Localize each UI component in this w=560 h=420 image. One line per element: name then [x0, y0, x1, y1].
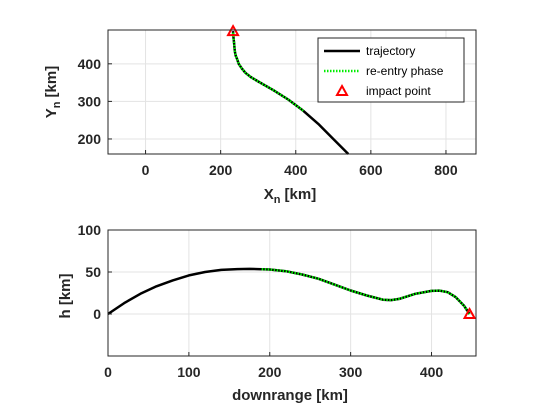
top-y-label-unit: [km]: [43, 66, 60, 98]
legend-impact-label: impact point: [366, 84, 431, 98]
top-axes-box: [107, 29, 477, 155]
legend: trajectory re-entry phase impact point: [317, 37, 465, 103]
top-x-label-sub: n: [274, 194, 281, 206]
top-x-tick-label: 400: [284, 162, 308, 178]
top-x-label-unit: [km]: [285, 186, 317, 203]
bottom-axes-box: [107, 229, 477, 357]
top-plot: 0 200 400 600 800 200 300 400 trajectory re-ent…: [43, 24, 477, 206]
top-y-tick-label: 400: [78, 56, 102, 72]
top-x-tick-label: 0: [142, 162, 150, 178]
bot-re-entry-phase-line: [261, 267, 471, 315]
legend-impact-marker: [335, 83, 349, 96]
top-y-label-main: Y: [43, 108, 60, 118]
top-y-label-sub: n: [51, 101, 63, 108]
bot-x-tick-label: 200: [258, 364, 282, 380]
top-x-tick-label: 800: [434, 162, 458, 178]
top-re-entry-phase-line: [231, 31, 305, 112]
bot-x-tick-label: 300: [339, 364, 363, 380]
bot-y-tick-label: 50: [85, 264, 101, 280]
bottom-y-axis-label: h [km]: [57, 273, 74, 318]
top-y-axis-label: Yn [km]: [43, 66, 63, 118]
bottom-plot: 0 100 200 300 400 0 50 100 downrange [km] h [km…: [57, 222, 477, 404]
top-impact-point-marker: [226, 24, 240, 37]
bot-x-tick-label: 100: [177, 364, 201, 380]
bot-y-tick-label: 0: [93, 306, 101, 322]
bot-y-tick-label: 100: [78, 222, 102, 238]
bot-x-tick-label: 0: [104, 364, 112, 380]
bot-x-tick-label: 400: [420, 364, 444, 380]
top-x-tick-label: 200: [209, 162, 233, 178]
legend-trajectory-label: trajectory: [366, 44, 415, 58]
top-y-tick-label: 300: [78, 93, 102, 109]
bot-impact-point-marker: [462, 306, 477, 319]
top-x-tick-label: 600: [359, 162, 383, 178]
top-y-tick-label: 200: [78, 131, 102, 147]
top-x-label-main: X: [264, 186, 274, 203]
bottom-x-axis-label: downrange [km]: [232, 387, 348, 404]
top-x-axis-label: Xn [km]: [264, 186, 316, 206]
legend-reentry-label: re-entry phase: [366, 64, 444, 78]
